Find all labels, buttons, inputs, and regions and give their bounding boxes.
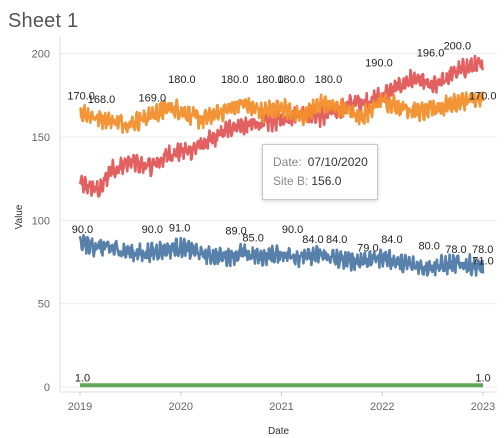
- x-tick-label: 2021: [269, 401, 293, 413]
- data-label: 180.0: [168, 74, 196, 86]
- y-tick-label: 100: [32, 215, 50, 227]
- series-line-red: [78, 54, 485, 198]
- data-label: 84.0: [302, 234, 323, 246]
- y-tick-label: 200: [32, 49, 50, 61]
- data-tooltip: Date: 07/10/2020 Site B: 156.0: [262, 144, 378, 200]
- tooltip-series-label: Site B:: [273, 174, 309, 188]
- data-label: 190.0: [365, 57, 393, 69]
- data-label: 90.0: [282, 224, 303, 236]
- y-tick-label: 150: [32, 132, 50, 144]
- data-label: 170.0: [67, 91, 95, 103]
- tooltip-date-label: Date:: [273, 155, 302, 169]
- data-label: 90.0: [72, 224, 93, 236]
- data-label: 84.0: [381, 234, 402, 246]
- data-label: 84.0: [326, 234, 347, 246]
- data-label: 71.0: [472, 256, 493, 268]
- data-label: 200.0: [444, 41, 472, 53]
- tooltip-date-value: 07/10/2020: [307, 155, 368, 169]
- series-line-orange: [79, 91, 485, 134]
- data-label: 168.0: [88, 94, 116, 106]
- x-tick-label: 2022: [370, 401, 394, 413]
- tooltip-series-value: 156.0: [311, 174, 342, 188]
- data-label: 1.0: [475, 372, 490, 384]
- data-label: 180.0: [277, 74, 305, 86]
- data-label: 80.0: [418, 241, 439, 253]
- x-tick-label: 2023: [471, 401, 495, 413]
- y-tick-label: 0: [44, 382, 50, 394]
- data-label: 180.0: [315, 74, 343, 86]
- data-label: 180.0: [221, 74, 249, 86]
- data-label: 170.0: [469, 91, 497, 103]
- data-label: 79.0: [357, 242, 378, 254]
- data-label: 1.0: [75, 372, 90, 384]
- data-label: 196.0: [417, 47, 445, 59]
- data-label: 169.0: [139, 92, 167, 104]
- data-label: 180.0: [256, 74, 284, 86]
- x-tick-label: 2019: [68, 401, 92, 413]
- x-axis-title: Date: [268, 426, 290, 437]
- data-label: 89.0: [225, 226, 246, 238]
- data-label: 78.0: [445, 244, 466, 256]
- series-line-blue: [78, 234, 485, 277]
- tooltip-date-row: Date: 07/10/2020: [273, 155, 368, 169]
- data-label: 91.0: [169, 222, 190, 234]
- y-axis-title: Value: [14, 204, 25, 229]
- data-label: 90.0: [142, 224, 163, 236]
- x-tick-label: 2020: [169, 401, 193, 413]
- data-label: 78.0: [472, 244, 493, 256]
- data-label: 85.0: [242, 232, 263, 244]
- sheet-title: Sheet 1: [8, 10, 79, 32]
- tooltip-series-row: Site B: 156.0: [273, 174, 341, 188]
- y-tick-label: 50: [38, 299, 50, 311]
